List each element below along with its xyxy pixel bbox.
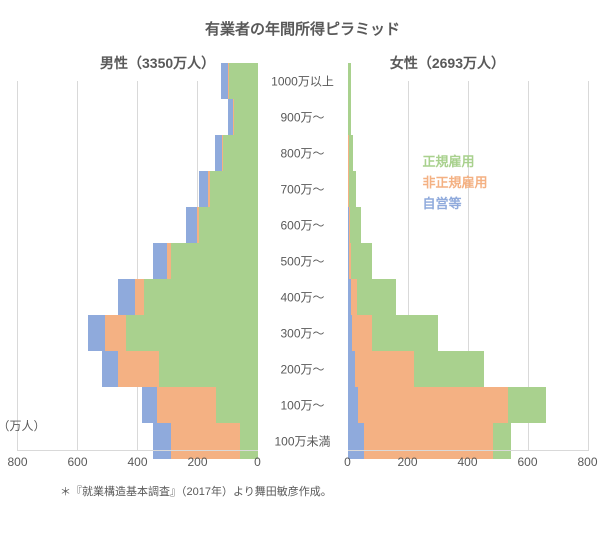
regular-segment bbox=[210, 171, 258, 207]
x-tick: 0 bbox=[344, 455, 351, 469]
x-tick: 600 bbox=[67, 455, 87, 469]
category-label: 300万～ bbox=[258, 325, 348, 342]
x-tick: 600 bbox=[517, 455, 537, 469]
regular-segment bbox=[348, 99, 350, 135]
bar-row bbox=[221, 63, 258, 99]
regular-segment bbox=[349, 171, 357, 207]
self-segment bbox=[142, 387, 157, 423]
self-segment bbox=[102, 351, 119, 387]
category-label: 100万～ bbox=[258, 397, 348, 414]
x-tick: 200 bbox=[187, 455, 207, 469]
bar-row bbox=[228, 99, 258, 135]
gridline bbox=[588, 81, 589, 451]
gridline bbox=[137, 81, 138, 451]
self-segment bbox=[221, 63, 229, 99]
male-x-axis: 0200400600800 bbox=[18, 451, 258, 471]
bar-row bbox=[348, 99, 351, 135]
bar-row bbox=[199, 171, 258, 207]
x-tick: 200 bbox=[397, 455, 417, 469]
male-subtitle: 男性（3350万人） bbox=[100, 53, 215, 73]
category-label: 200万～ bbox=[258, 361, 348, 378]
regular-segment bbox=[159, 351, 258, 387]
regular-segment bbox=[414, 351, 485, 387]
regular-segment bbox=[234, 99, 258, 135]
category-label: 600万～ bbox=[258, 217, 348, 234]
irregular-segment bbox=[352, 315, 372, 351]
irregular-segment bbox=[355, 351, 414, 387]
self-segment bbox=[348, 351, 356, 387]
category-axis: 1000万以上900万～800万～700万～600万～500万～400万～300… bbox=[258, 81, 348, 451]
bar-row bbox=[348, 207, 361, 243]
self-segment bbox=[215, 135, 223, 171]
irregular-segment bbox=[118, 351, 159, 387]
unit-label: （万人） bbox=[0, 417, 46, 434]
legend: 正規雇用非正規雇用自営等 bbox=[423, 151, 488, 214]
bar-row bbox=[348, 135, 354, 171]
irregular-segment bbox=[157, 387, 216, 423]
category-label: 700万～ bbox=[258, 181, 348, 198]
bar-row bbox=[348, 315, 438, 351]
bar-row bbox=[348, 279, 396, 315]
regular-segment bbox=[229, 63, 258, 99]
bar-row bbox=[186, 207, 258, 243]
female-subtitle: 女性（2693万人） bbox=[390, 53, 505, 73]
gridline bbox=[77, 81, 78, 451]
regular-segment bbox=[508, 387, 546, 423]
bar-row bbox=[88, 315, 258, 351]
chart-title: 有業者の年間所得ピラミッド bbox=[0, 0, 605, 39]
self-segment bbox=[199, 171, 208, 207]
regular-segment bbox=[199, 207, 258, 243]
regular-segment bbox=[144, 279, 258, 315]
bar-row bbox=[118, 279, 258, 315]
regular-segment bbox=[357, 279, 396, 315]
regular-segment bbox=[351, 243, 372, 279]
male-panel bbox=[18, 81, 258, 451]
bar-row bbox=[215, 135, 258, 171]
self-segment bbox=[118, 279, 135, 315]
regular-segment bbox=[126, 315, 258, 351]
legend-item: 非正規雇用 bbox=[423, 172, 488, 191]
x-tick: 400 bbox=[127, 455, 147, 469]
female-x-axis: 0200400600800 bbox=[348, 451, 588, 471]
chart-area: 1000万以上900万～800万～700万～600万～500万～400万～300… bbox=[18, 81, 588, 451]
bar-row bbox=[348, 171, 357, 207]
bar-row bbox=[153, 243, 258, 279]
regular-segment bbox=[349, 135, 354, 171]
regular-segment bbox=[171, 243, 258, 279]
gridline bbox=[17, 81, 18, 451]
category-label: 100万未満 bbox=[258, 433, 348, 450]
self-segment bbox=[348, 387, 359, 423]
legend-item: 自営等 bbox=[423, 193, 488, 212]
category-label: 1000万以上 bbox=[258, 73, 348, 90]
self-segment bbox=[88, 315, 105, 351]
female-panel bbox=[348, 81, 588, 451]
x-tick: 800 bbox=[7, 455, 27, 469]
category-label: 900万～ bbox=[258, 109, 348, 126]
bar-row bbox=[348, 243, 373, 279]
x-tick: 0 bbox=[254, 455, 261, 469]
bar-row bbox=[348, 351, 485, 387]
bar-row bbox=[142, 387, 258, 423]
regular-segment bbox=[348, 63, 351, 99]
bar-row bbox=[102, 351, 258, 387]
x-tick: 400 bbox=[457, 455, 477, 469]
footnote: ＊『就業構造基本調査』（2017年）より舞田敏彦作成。 bbox=[0, 483, 605, 499]
irregular-segment bbox=[135, 279, 144, 315]
regular-segment bbox=[350, 207, 361, 243]
legend-item: 正規雇用 bbox=[423, 151, 488, 170]
bar-row bbox=[348, 387, 546, 423]
self-segment bbox=[153, 243, 167, 279]
self-segment bbox=[186, 207, 197, 243]
category-label: 500万～ bbox=[258, 253, 348, 270]
irregular-segment bbox=[358, 387, 508, 423]
category-label: 800万～ bbox=[258, 145, 348, 162]
x-tick: 800 bbox=[577, 455, 597, 469]
regular-segment bbox=[372, 315, 438, 351]
irregular-segment bbox=[105, 315, 126, 351]
regular-segment bbox=[223, 135, 258, 171]
bar-row bbox=[348, 63, 352, 99]
category-label: 400万～ bbox=[258, 289, 348, 306]
regular-segment bbox=[216, 387, 258, 423]
